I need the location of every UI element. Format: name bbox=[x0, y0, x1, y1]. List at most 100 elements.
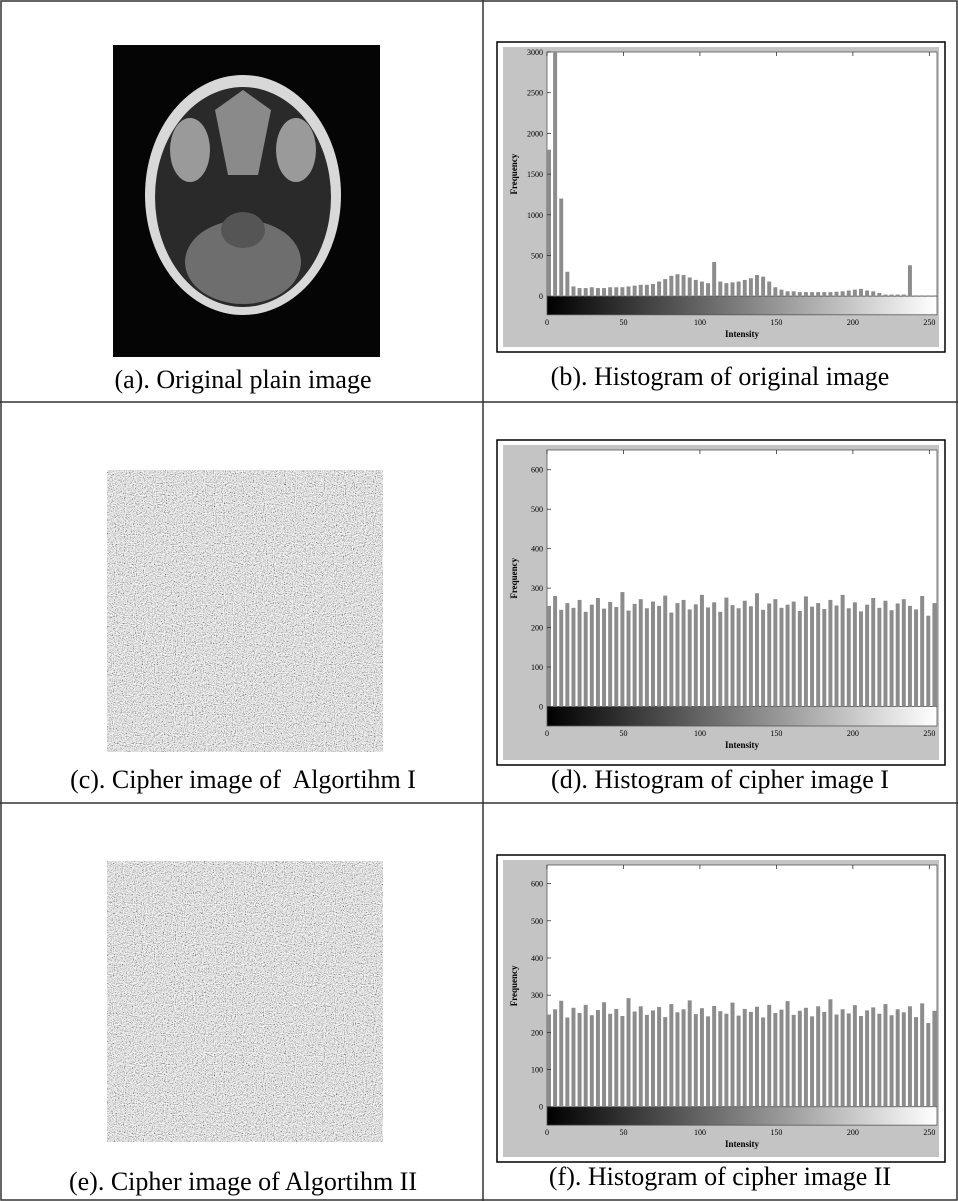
bar bbox=[797, 611, 802, 707]
bar bbox=[595, 597, 600, 707]
bar bbox=[724, 1013, 729, 1107]
bar bbox=[638, 1006, 643, 1107]
bar bbox=[871, 597, 876, 707]
bar bbox=[932, 603, 937, 707]
bar bbox=[559, 1000, 564, 1107]
bar bbox=[926, 1023, 931, 1107]
bar bbox=[877, 292, 882, 297]
x-tick-label: 150 bbox=[770, 729, 782, 738]
x-tick-label: 250 bbox=[923, 1128, 935, 1137]
bar bbox=[730, 605, 735, 707]
bar bbox=[577, 288, 582, 297]
bar bbox=[926, 615, 931, 707]
bar bbox=[859, 611, 863, 707]
bar bbox=[675, 603, 680, 707]
bar bbox=[626, 998, 631, 1107]
bar bbox=[803, 1007, 808, 1107]
y-tick-label: 500 bbox=[531, 917, 543, 926]
x-tick-label: 250 bbox=[923, 318, 935, 327]
bar bbox=[638, 599, 643, 707]
bar bbox=[773, 599, 778, 707]
bar bbox=[681, 1009, 686, 1107]
y-axis-label: Frequency bbox=[509, 965, 519, 1006]
bar bbox=[883, 1004, 888, 1107]
x-tick-label: 150 bbox=[770, 318, 782, 327]
bar bbox=[791, 1014, 796, 1107]
bar bbox=[595, 1010, 600, 1107]
bar bbox=[626, 286, 631, 297]
bar bbox=[595, 288, 600, 297]
y-tick-label: 1000 bbox=[527, 211, 543, 220]
bar bbox=[846, 1013, 851, 1107]
bar bbox=[840, 1009, 845, 1107]
bar bbox=[693, 1014, 698, 1107]
bar bbox=[767, 1004, 772, 1107]
bar bbox=[712, 262, 717, 297]
bar bbox=[547, 605, 551, 707]
bar bbox=[822, 1011, 827, 1107]
bar bbox=[761, 1017, 766, 1107]
bar bbox=[547, 149, 551, 297]
bar bbox=[608, 287, 613, 297]
bar bbox=[669, 275, 674, 297]
bar bbox=[914, 1017, 919, 1107]
y-tick-label: 3000 bbox=[527, 48, 543, 57]
bar bbox=[620, 592, 625, 707]
y-axis-label: Frequency bbox=[509, 557, 519, 598]
caption: (d). Histogram of cipher image I bbox=[551, 765, 889, 794]
bar bbox=[614, 287, 619, 297]
bar bbox=[755, 593, 759, 707]
bar bbox=[791, 601, 796, 707]
bar bbox=[840, 594, 845, 707]
bar bbox=[810, 1016, 815, 1107]
bar bbox=[565, 1017, 570, 1107]
bar bbox=[901, 1012, 906, 1107]
bar bbox=[932, 295, 937, 297]
bar bbox=[914, 609, 919, 707]
bar bbox=[816, 1006, 821, 1107]
bar bbox=[907, 1006, 912, 1107]
bar bbox=[589, 1015, 594, 1107]
bar bbox=[828, 599, 833, 707]
x-tick-label: 50 bbox=[619, 729, 627, 738]
y-tick-label: 100 bbox=[531, 1066, 543, 1075]
bar bbox=[589, 604, 594, 707]
bar bbox=[907, 265, 912, 297]
bar bbox=[602, 288, 607, 297]
bar bbox=[602, 608, 607, 707]
bar bbox=[626, 610, 631, 707]
bar bbox=[687, 1000, 692, 1107]
bar bbox=[865, 604, 870, 707]
bar bbox=[571, 607, 576, 707]
colorbar bbox=[546, 706, 938, 727]
bar bbox=[755, 275, 759, 297]
bar bbox=[559, 609, 564, 707]
bar bbox=[608, 601, 613, 707]
y-tick-label: 100 bbox=[531, 663, 543, 672]
x-tick-label: 0 bbox=[545, 318, 549, 327]
x-tick-label: 100 bbox=[694, 1128, 706, 1137]
bar bbox=[730, 1002, 735, 1107]
caption: (a). Original plain image bbox=[114, 365, 371, 394]
bar bbox=[577, 1013, 582, 1107]
bar bbox=[785, 1001, 790, 1107]
y-tick-label: 0 bbox=[539, 1103, 543, 1112]
bar bbox=[699, 1008, 704, 1107]
bar bbox=[651, 1010, 655, 1107]
bar bbox=[871, 1007, 876, 1107]
bar bbox=[565, 603, 570, 707]
caption: (e). Cipher image of Algortihm II bbox=[69, 1167, 417, 1196]
bar bbox=[785, 291, 790, 297]
bar bbox=[755, 1006, 759, 1107]
plot-area bbox=[546, 51, 938, 297]
bar bbox=[553, 1009, 558, 1107]
bar bbox=[589, 287, 594, 297]
bar bbox=[724, 597, 729, 707]
bar bbox=[712, 602, 717, 707]
bar bbox=[920, 596, 925, 707]
bar bbox=[663, 595, 668, 707]
bar bbox=[657, 281, 662, 297]
bar bbox=[803, 292, 808, 297]
bar bbox=[889, 294, 894, 297]
